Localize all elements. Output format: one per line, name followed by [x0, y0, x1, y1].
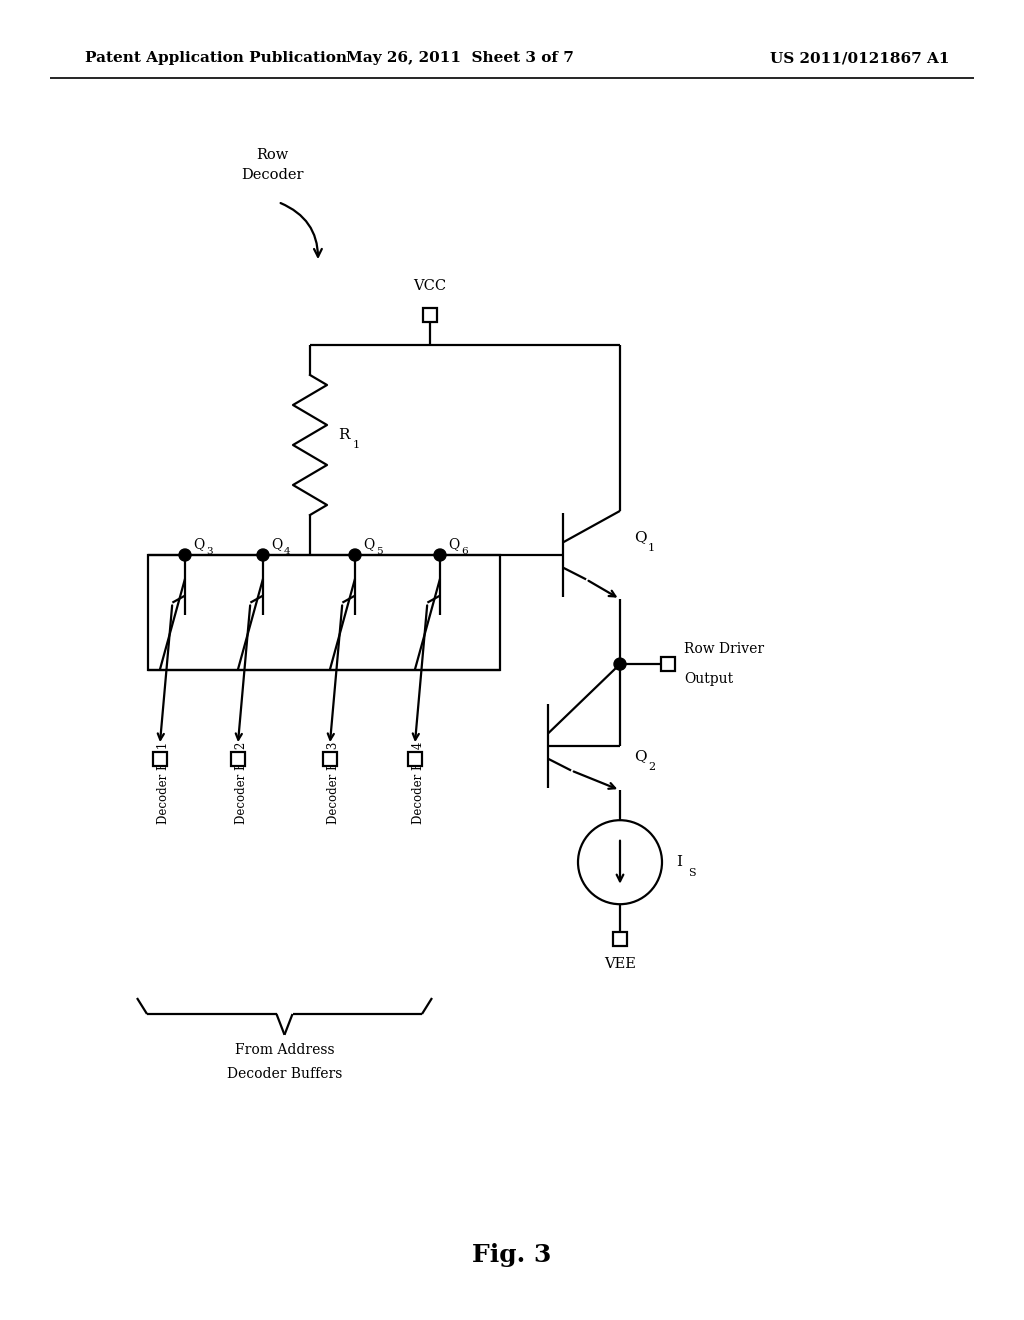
Circle shape [349, 549, 361, 561]
Text: I: I [676, 855, 682, 869]
Circle shape [614, 659, 626, 671]
Bar [408, 752, 422, 766]
Text: S: S [688, 869, 695, 878]
Bar [230, 752, 245, 766]
Text: Fig. 3: Fig. 3 [472, 1243, 552, 1267]
Text: Row
Decoder: Row Decoder [241, 148, 303, 182]
Text: 3: 3 [206, 548, 213, 556]
Text: May 26, 2011  Sheet 3 of 7: May 26, 2011 Sheet 3 of 7 [346, 51, 573, 65]
Text: Decoder Buffers: Decoder Buffers [226, 1067, 342, 1081]
Text: 2: 2 [648, 762, 655, 772]
Text: Q: Q [634, 531, 646, 544]
Text: R: R [338, 428, 349, 442]
Bar [153, 752, 167, 766]
Text: Q: Q [449, 537, 459, 552]
Text: Q: Q [193, 537, 204, 552]
Text: US 2011/0121867 A1: US 2011/0121867 A1 [770, 51, 950, 65]
Text: Decoder Bit 3: Decoder Bit 3 [327, 742, 340, 824]
Circle shape [578, 820, 662, 904]
Text: Decoder Bit 4: Decoder Bit 4 [412, 742, 425, 824]
Circle shape [257, 549, 269, 561]
Text: VCC: VCC [414, 279, 446, 293]
Text: Output: Output [684, 672, 733, 686]
Circle shape [434, 549, 446, 561]
Text: 1: 1 [648, 543, 655, 553]
Text: Row Driver: Row Driver [684, 642, 764, 656]
Text: 6: 6 [461, 548, 468, 556]
Text: Q: Q [271, 537, 283, 552]
Text: Q: Q [634, 750, 646, 763]
Circle shape [179, 549, 191, 561]
FancyArrowPatch shape [281, 203, 322, 256]
Text: 5: 5 [376, 548, 383, 556]
Bar [148, 554, 500, 671]
Text: Decoder Bit 2: Decoder Bit 2 [234, 742, 248, 824]
Bar [613, 932, 627, 946]
Text: Q: Q [362, 537, 374, 552]
Text: 4: 4 [284, 548, 291, 556]
Bar [423, 308, 437, 322]
Text: Patent Application Publication: Patent Application Publication [85, 51, 347, 65]
Text: From Address: From Address [234, 1043, 334, 1057]
Text: VEE: VEE [604, 957, 636, 972]
Text: Decoder Bit 1: Decoder Bit 1 [157, 742, 170, 824]
Text: 1: 1 [353, 440, 360, 450]
Bar [323, 752, 337, 766]
Bar [662, 657, 675, 671]
